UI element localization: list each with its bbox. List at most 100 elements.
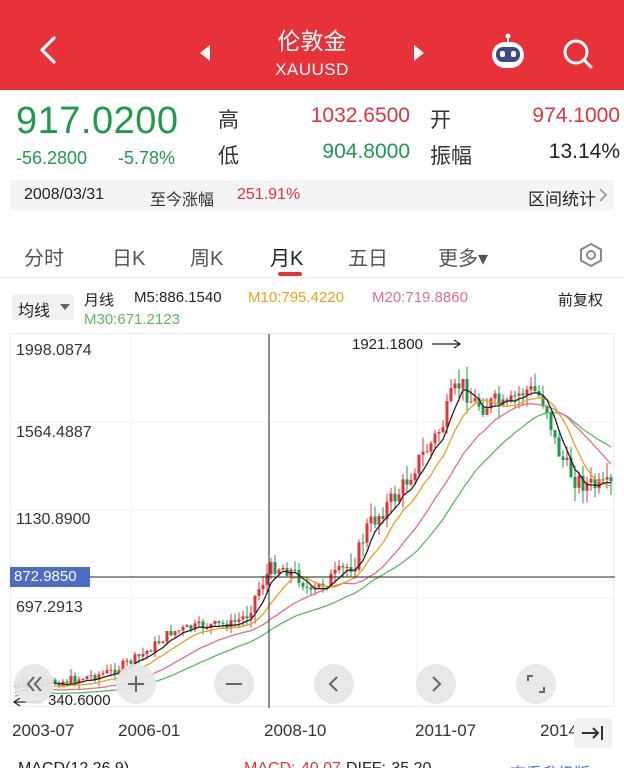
zoom-in-button[interactable] bbox=[116, 664, 156, 704]
next-instrument-button[interactable] bbox=[406, 38, 430, 68]
candle-body bbox=[441, 427, 445, 433]
zoom-out-button[interactable] bbox=[214, 664, 254, 704]
candle-body bbox=[345, 567, 349, 569]
candle-body bbox=[417, 454, 421, 474]
assistant-button[interactable] bbox=[486, 32, 530, 72]
search-button[interactable] bbox=[558, 34, 598, 74]
tab-intraday[interactable]: 分时 bbox=[24, 248, 64, 270]
tab-monthly-k[interactable]: 月K bbox=[270, 248, 304, 270]
kline-chart[interactable] bbox=[10, 333, 615, 708]
range-gain-label: 至今涨幅 bbox=[150, 192, 215, 209]
candle-body bbox=[189, 625, 193, 630]
candle-body bbox=[361, 542, 365, 544]
candle-body bbox=[305, 586, 309, 588]
candle-body bbox=[365, 523, 369, 543]
candle-body bbox=[333, 569, 337, 574]
high-label: 高 bbox=[218, 109, 239, 132]
kline-chart-canvas[interactable] bbox=[11, 334, 615, 708]
candle-body bbox=[241, 616, 245, 620]
crosshair-price-label: 872.9850 bbox=[10, 567, 90, 587]
candle-body bbox=[517, 393, 521, 396]
ma-type-select[interactable]: 均线 bbox=[12, 294, 74, 320]
candle-body bbox=[557, 437, 561, 457]
candle-body bbox=[253, 595, 257, 613]
candle-body bbox=[125, 660, 129, 662]
chevron-right-icon bbox=[432, 676, 442, 692]
scroll-left-fast-button[interactable] bbox=[14, 664, 54, 704]
candle-body bbox=[521, 393, 525, 396]
candle-body bbox=[157, 641, 161, 644]
candle-body bbox=[121, 660, 125, 671]
low-value: 904.8000 bbox=[322, 140, 410, 163]
jump-to-latest-button[interactable] bbox=[574, 718, 612, 748]
candle-body bbox=[137, 654, 141, 657]
range-stats-bar[interactable]: 2008/03/31 至今涨幅 251.91% 区间统计 bbox=[10, 180, 614, 210]
scroll-left-button[interactable] bbox=[314, 664, 354, 704]
candle-body bbox=[161, 641, 165, 644]
range-start-date: 2008/03/31 bbox=[24, 186, 105, 203]
y-axis-label-3: 1130.8900 bbox=[16, 511, 91, 528]
candle-body bbox=[457, 383, 461, 389]
fullscreen-button[interactable] bbox=[516, 664, 556, 704]
candle-body bbox=[209, 623, 213, 628]
candle-body bbox=[377, 515, 381, 525]
candle-body bbox=[493, 393, 497, 399]
candle-body bbox=[421, 451, 425, 455]
candle-body bbox=[57, 683, 61, 687]
candle-body bbox=[477, 398, 481, 407]
back-button[interactable] bbox=[30, 30, 70, 70]
double-chevron-left-icon bbox=[26, 676, 42, 692]
ma20-value: M20:719.8860 bbox=[372, 289, 468, 306]
candle-body bbox=[53, 679, 57, 684]
candle-body bbox=[405, 479, 409, 485]
candle-body bbox=[261, 584, 265, 590]
candle-body bbox=[589, 478, 593, 483]
candle-body bbox=[169, 631, 173, 636]
tab-five-day[interactable]: 五日 bbox=[348, 248, 388, 270]
candle-body bbox=[601, 479, 605, 481]
x-axis-label-4: 2011-07 bbox=[415, 721, 477, 740]
tab-more[interactable]: 更多▾ bbox=[438, 248, 489, 270]
candle-body bbox=[249, 612, 253, 619]
chart-period-tabs: 分时 日K 周K 月K 五日 更多▾ bbox=[0, 230, 624, 278]
candle-body bbox=[373, 516, 377, 525]
open-value: 974.1000 bbox=[532, 104, 620, 127]
candle-body bbox=[165, 631, 169, 642]
macd-value: MACD:-40.07 bbox=[244, 760, 341, 768]
prev-instrument-button[interactable] bbox=[194, 38, 218, 68]
active-tab-indicator bbox=[278, 272, 302, 276]
candle-body bbox=[221, 622, 225, 624]
ma5-line bbox=[14, 389, 612, 689]
adjust-mode[interactable]: 前复权 bbox=[558, 292, 604, 309]
tab-weekly-k[interactable]: 周K bbox=[190, 248, 224, 270]
settings-hexagon-icon[interactable] bbox=[578, 242, 604, 268]
candle-body bbox=[541, 395, 545, 406]
candle-body bbox=[413, 473, 417, 480]
candle-body bbox=[425, 451, 429, 453]
candle-body bbox=[577, 475, 581, 488]
candle-body bbox=[433, 433, 437, 444]
high-value: 1032.6500 bbox=[310, 104, 410, 127]
x-axis-label-3: 2008-10 bbox=[264, 721, 327, 740]
candle-body bbox=[197, 621, 201, 624]
candle-body bbox=[381, 515, 385, 519]
ma10-value: M10:795.4220 bbox=[248, 289, 344, 306]
macd-label: MACD(12,26,9) bbox=[18, 760, 129, 768]
range-stats-link[interactable]: 区间统计 bbox=[528, 190, 596, 209]
tab-daily-k[interactable]: 日K bbox=[112, 248, 146, 270]
candle-body bbox=[349, 567, 353, 572]
range-gain-value: 251.91% bbox=[237, 186, 301, 203]
candle-body bbox=[145, 650, 149, 654]
candle-body bbox=[437, 432, 441, 434]
scroll-right-button[interactable] bbox=[416, 664, 456, 704]
upgrade-link[interactable]: 查看升级版 bbox=[510, 760, 590, 768]
expand-icon bbox=[527, 675, 545, 693]
candle-body bbox=[605, 477, 609, 480]
candle-body bbox=[401, 479, 405, 495]
candle-body bbox=[505, 399, 509, 402]
candle-body bbox=[97, 674, 101, 680]
candle-body bbox=[73, 675, 77, 684]
candle-body bbox=[573, 476, 577, 488]
candle-body bbox=[257, 589, 261, 596]
candle-body bbox=[593, 478, 597, 489]
